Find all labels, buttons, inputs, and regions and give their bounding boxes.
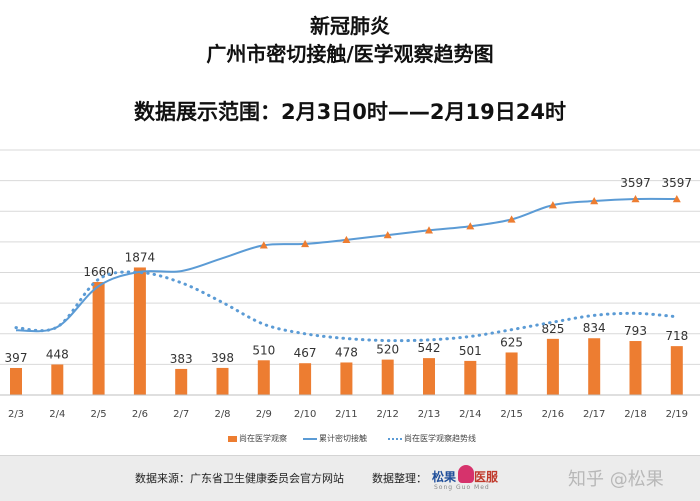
bar-data-label: 1660 xyxy=(83,265,114,279)
songguo-logo: 松果 医服 Song Guo Med xyxy=(432,462,502,492)
x-tick-label: 2/18 xyxy=(624,409,646,420)
bar-data-label: 793 xyxy=(624,324,647,338)
logo-cup-icon xyxy=(458,465,474,483)
x-tick-label: 2/10 xyxy=(294,409,316,420)
x-tick-label: 2/16 xyxy=(542,409,564,420)
legend-swatch-cumulative xyxy=(303,437,317,440)
x-tick-label: 2/14 xyxy=(459,409,481,420)
x-tick-label: 2/13 xyxy=(418,409,440,420)
cumulative-marker xyxy=(631,195,640,203)
cumulative-marker xyxy=(301,239,310,248)
x-tick-label: 2/9 xyxy=(256,409,272,420)
footer-bar: 数据来源：广东省卫生健康委员会官方网站 数据整理： 松果 医服 Song Guo… xyxy=(0,455,700,501)
x-tick-label: 2/5 xyxy=(91,409,107,420)
bar-data-label: 397 xyxy=(5,351,28,365)
bar-data-label: 501 xyxy=(459,344,482,358)
cumulative-data-label: 3597 xyxy=(662,176,693,190)
logo-name-left: 松果 xyxy=(432,470,457,484)
cumulative-marker xyxy=(259,241,268,249)
bar-data-label: 718 xyxy=(665,329,688,343)
trend-line xyxy=(14,270,679,343)
x-tick-label: 2/12 xyxy=(376,409,398,420)
legend-swatch-bar xyxy=(228,435,237,442)
legend-label-cumulative: 累计密切接触 xyxy=(319,434,367,443)
bar xyxy=(464,360,477,395)
bar-data-label: 825 xyxy=(541,322,564,336)
bar-data-label: 398 xyxy=(211,351,234,365)
bar-data-label: 542 xyxy=(418,341,441,355)
x-tick-label: 2/3 xyxy=(8,409,24,420)
bar xyxy=(423,358,435,395)
x-tick-label: 2/11 xyxy=(335,409,357,420)
bar xyxy=(175,368,188,395)
x-tick-label: 2/17 xyxy=(583,409,605,420)
legend-item-bar: 尚在医学观察 xyxy=(228,433,287,444)
bar-data-label: 834 xyxy=(583,321,606,335)
cumulative-marker xyxy=(507,215,516,223)
legend-label-trend: 尚在医学观察趋势线 xyxy=(404,434,476,443)
cumulative-marker xyxy=(590,197,599,205)
data-organizer-label: 数据整理： xyxy=(372,472,427,485)
bar-data-label: 510 xyxy=(252,343,275,357)
bar xyxy=(546,338,559,395)
cumulative-marker xyxy=(425,226,433,234)
bar xyxy=(340,362,353,395)
cumulative-marker xyxy=(548,201,557,209)
legend-item-trend: 尚在医学观察趋势线 xyxy=(388,433,476,444)
x-tick-label: 2/15 xyxy=(500,409,522,420)
x-tick-label: 2/8 xyxy=(214,409,230,420)
bar xyxy=(629,341,642,395)
bar xyxy=(51,364,64,395)
bar-data-label: 625 xyxy=(500,335,523,349)
x-tick-label: 2/7 xyxy=(173,409,189,420)
bar xyxy=(92,282,105,395)
bar xyxy=(670,346,683,395)
zhihu-watermark: 知乎 @松果 xyxy=(568,469,664,490)
bar xyxy=(299,363,312,395)
data-range-label: 数据展示范围：2月3日0时——2月19日24时 xyxy=(134,100,566,124)
chart-area: 397 448 1660 1874 383 398 510 467 478 520 542 501 62… xyxy=(0,149,700,420)
bar-data-label: 383 xyxy=(170,352,193,366)
bar-data-label: 478 xyxy=(335,345,358,359)
logo-name-right: 医服 xyxy=(474,470,499,484)
bar-data-label: 467 xyxy=(294,346,317,360)
bar xyxy=(257,360,270,395)
logo-subtext: Song Guo Med xyxy=(434,484,490,491)
cumulative-marker xyxy=(672,195,681,203)
bar xyxy=(10,367,22,395)
legend-label-bar: 尚在医学观察 xyxy=(239,434,287,443)
legend-item-cumulative: 累计密切接触 xyxy=(303,433,367,444)
bar-data-label: 520 xyxy=(376,343,399,357)
bar xyxy=(216,367,229,395)
bar xyxy=(505,352,518,395)
bar xyxy=(588,338,601,395)
data-source-text: 数据来源：广东省卫生健康委员会官方网站 xyxy=(135,472,344,485)
cumulative-marker xyxy=(383,231,392,239)
bar-data-label: 448 xyxy=(46,348,69,362)
chart-title: 新冠肺炎 xyxy=(310,14,390,38)
chart-subtitle: 广州市密切接触/医学观察趋势图 xyxy=(206,42,494,66)
x-tick-label: 2/19 xyxy=(666,409,688,420)
cumulative-line xyxy=(15,197,677,333)
bar xyxy=(381,359,394,395)
cumulative-marker xyxy=(342,235,351,244)
legend-swatch-trend xyxy=(388,437,402,440)
bar-data-label: 1874 xyxy=(125,250,156,264)
x-tick-label: 2/4 xyxy=(49,409,65,420)
x-tick-label: 2/6 xyxy=(132,409,148,420)
bar xyxy=(133,267,146,395)
cumulative-marker xyxy=(466,222,475,230)
cumulative-data-label: 3597 xyxy=(620,176,651,190)
